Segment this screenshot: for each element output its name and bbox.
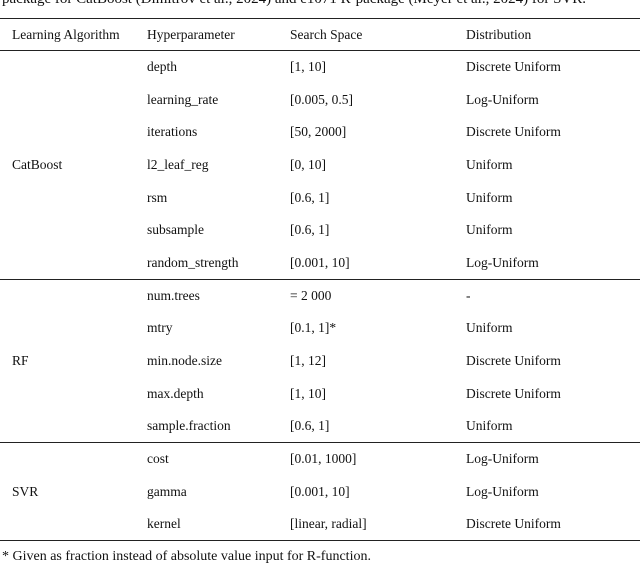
header-learning-algorithm: Learning Algorithm xyxy=(0,18,147,51)
hyperparameter-cell: learning_rate xyxy=(147,91,219,107)
hyperparameter-cell: cost xyxy=(147,451,169,467)
search-space-cell: [0.005, 0.5] xyxy=(290,91,353,107)
search-space-cell: [50, 2000] xyxy=(290,124,347,140)
search-space-cell: [0.6, 1] xyxy=(290,189,330,205)
table-row: max.depth [1, 10] Discrete Uniform xyxy=(0,377,640,410)
search-space-cell: [0.6, 1] xyxy=(290,222,330,238)
header-row: Learning Algorithm Hyperparameter Search… xyxy=(0,18,640,51)
hyperparameter-cell: min.node.size xyxy=(147,353,222,369)
search-space-cell: [1, 10] xyxy=(290,385,326,401)
table-row: kernel [linear, radial] Discrete Uniform xyxy=(0,508,640,541)
footnote: * Given as fraction instead of absolute … xyxy=(2,549,371,564)
hyperparameter-cell: rsm xyxy=(147,189,168,205)
header-distribution: Distribution xyxy=(466,18,640,51)
table-row: CatBoost depth [1, 10] Discrete Uniform xyxy=(0,51,640,172)
search-space-cell: [0.1, 1]* xyxy=(290,320,337,336)
search-space-cell: [0.6, 1] xyxy=(290,418,330,434)
distribution-cell: Log-Uniform xyxy=(466,254,539,270)
table-row: iterations [50, 2000] Discrete Uniform xyxy=(0,116,640,149)
distribution-cell: Log-Uniform xyxy=(466,451,539,467)
search-space-cell: [1, 12] xyxy=(290,353,326,369)
table-row: rsm [0.6, 1] Uniform xyxy=(0,181,640,214)
algorithm-cell: CatBoost xyxy=(12,156,63,172)
distribution-cell: Uniform xyxy=(466,222,513,238)
distribution-cell: Discrete Uniform xyxy=(466,353,561,369)
header-hyperparameter: Hyperparameter xyxy=(147,18,290,51)
distribution-cell: Uniform xyxy=(466,189,513,205)
hyperparameter-cell: mtry xyxy=(147,320,173,336)
table-row: l2_leaf_reg [0, 10] Uniform xyxy=(0,149,640,182)
search-space-cell: [linear, radial] xyxy=(290,516,367,532)
distribution-cell: Discrete Uniform xyxy=(466,59,561,75)
table-row: RF num.trees = 2 000 - xyxy=(0,279,640,368)
hyperparameter-cell: depth xyxy=(147,59,177,75)
distribution-cell: Log-Uniform xyxy=(466,91,539,107)
hyperparameter-cell: random_strength xyxy=(147,254,239,270)
search-space-cell: [0.001, 10] xyxy=(290,483,350,499)
table-row: sample.fraction [0.6, 1] Uniform xyxy=(0,410,640,443)
table-row: SVR cost [0.01, 1000] Log-Uniform xyxy=(0,443,640,498)
header-search-space: Search Space xyxy=(290,18,466,51)
group-svr: SVR cost [0.01, 1000] Log-Uniform gamma [0.00… xyxy=(0,443,640,541)
hyperparameter-cell: kernel xyxy=(147,516,181,532)
table-row: random_strength [0.001, 10] Log-Uniform xyxy=(0,247,640,280)
group-rf: RF num.trees = 2 000- mtry [0.1, 1]* Uniform m… xyxy=(0,279,640,443)
hyperparameter-cell: iterations xyxy=(147,124,198,140)
hyperparameter-cell: l2_leaf_reg xyxy=(147,156,209,172)
hyperparameter-cell: subsample xyxy=(147,222,204,238)
hyperparameter-cell: max.depth xyxy=(147,385,204,401)
distribution-cell: Discrete Uniform xyxy=(466,124,561,140)
distribution-cell: Log-Uniform xyxy=(466,483,539,499)
distribution-cell: Discrete Uniform xyxy=(466,516,561,532)
distribution-cell: Uniform xyxy=(466,320,513,336)
search-space-cell: [0, 10] xyxy=(290,156,326,172)
search-space-cell: [0.01, 1000] xyxy=(290,451,357,467)
table-row: min.node.size [1, 12] Discrete Uniform xyxy=(0,345,640,378)
group-catboost: CatBoost depth [1, 10] Discrete Uniform lear… xyxy=(0,51,640,280)
algorithm-cell: SVR xyxy=(12,483,39,499)
distribution-cell: Uniform xyxy=(466,156,513,172)
search-space-cell: = 2 000 xyxy=(290,287,332,303)
algorithm-cell: RF xyxy=(12,353,29,369)
distribution-cell: - xyxy=(466,287,471,303)
distribution-cell: Discrete Uniform xyxy=(466,385,561,401)
distribution-cell: Uniform xyxy=(466,418,513,434)
search-space-cell: [1, 10] xyxy=(290,59,326,75)
hyperparameter-cell: num.trees xyxy=(147,287,200,303)
hyperparameter-table: Learning Algorithm Hyperparameter Search… xyxy=(0,18,640,541)
table-row: gamma [0.001, 10] Log-Uniform xyxy=(0,475,640,508)
hyperparameter-cell: gamma xyxy=(147,483,187,499)
table-row: subsample [0.6, 1] Uniform xyxy=(0,214,640,247)
caption-fragment: package for CatBoost (Dimitrov et al., 2… xyxy=(2,0,586,8)
hyperparameter-cell: sample.fraction xyxy=(147,418,231,434)
table-row: learning_rate [0.005, 0.5] Log-Uniform xyxy=(0,83,640,116)
search-space-cell: [0.001, 10] xyxy=(290,254,350,270)
table-row: mtry [0.1, 1]* Uniform xyxy=(0,312,640,345)
